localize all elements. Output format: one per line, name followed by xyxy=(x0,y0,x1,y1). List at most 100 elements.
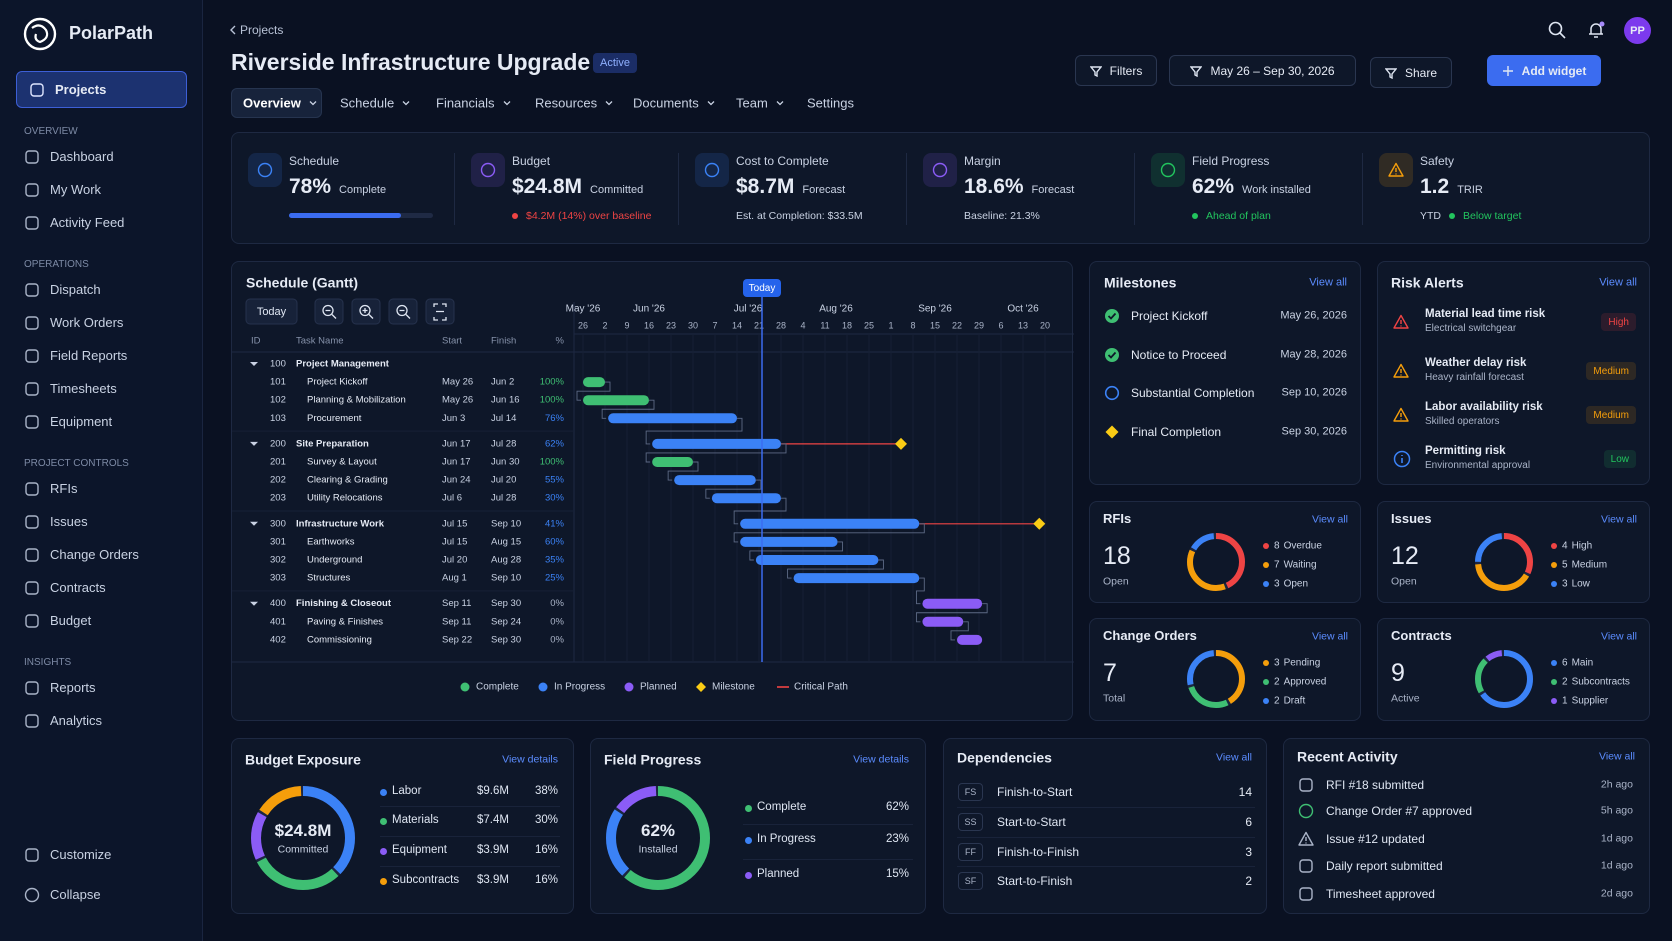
row-name: Equipment xyxy=(392,844,447,857)
expand-caret xyxy=(250,601,258,606)
view-all-link[interactable]: View all xyxy=(1601,513,1637,526)
button[interactable]: May 26 – Sep 30, 2026 xyxy=(1169,55,1356,86)
button-label[interactable]: Filters xyxy=(1109,63,1143,78)
legend-label: Critical Path xyxy=(794,682,848,693)
tab-label[interactable]: Settings xyxy=(807,95,854,111)
view-all-link[interactable]: View all xyxy=(1599,750,1635,763)
row-percent: 15% xyxy=(885,868,909,881)
view-all-link[interactable]: View all xyxy=(1599,276,1637,289)
activity-text[interactable]: Daily report submitted xyxy=(1326,858,1443,873)
task-finish: Sep 10 xyxy=(491,518,521,529)
button-label[interactable]: Share xyxy=(1404,65,1438,80)
nav-label[interactable]: Projects xyxy=(55,82,107,98)
nav-label[interactable]: Change Orders xyxy=(50,547,139,563)
today-button[interactable] xyxy=(245,298,298,325)
toolbar-button[interactable] xyxy=(388,298,418,325)
task-name: Underground xyxy=(307,555,362,566)
legend-dot xyxy=(379,817,387,825)
toolbar-button[interactable] xyxy=(314,298,344,325)
tab[interactable]: Schedule xyxy=(340,96,410,111)
button[interactable]: Filters xyxy=(1075,55,1157,86)
tab-label[interactable]: Overview xyxy=(243,95,301,111)
panel-title: Budget Exposure xyxy=(245,751,361,768)
kpi-unit: Complete xyxy=(339,184,387,196)
tab-label[interactable]: Resources xyxy=(535,95,598,111)
nav-item-active[interactable]: Projects xyxy=(16,71,187,108)
icon-shape xyxy=(1298,831,1314,846)
nav-label[interactable]: Contracts xyxy=(50,580,106,596)
column-header: Finish xyxy=(491,336,516,347)
nav-label[interactable]: Timesheets xyxy=(50,381,117,397)
week-tick-label: 14 xyxy=(732,320,742,330)
view-all-link[interactable]: View all xyxy=(1601,630,1637,643)
button-label[interactable]: May 26 – Sep 30, 2026 xyxy=(1210,63,1335,78)
kpi-label: Margin xyxy=(964,153,1001,168)
nav-label[interactable]: Budget xyxy=(50,613,92,629)
nav-label[interactable]: Reports xyxy=(50,680,96,696)
gantt-bar xyxy=(583,395,649,406)
activity-text[interactable]: RFI #18 submitted xyxy=(1326,777,1425,792)
tab-label[interactable]: Team xyxy=(736,95,768,111)
risk-level-text: Medium xyxy=(1593,365,1629,377)
task-id: 201 xyxy=(270,457,286,468)
view-all-link[interactable]: View all xyxy=(1309,276,1347,289)
activity-text[interactable]: Issue #12 updated xyxy=(1326,831,1425,846)
donut xyxy=(1187,533,1245,591)
tab[interactable]: Team xyxy=(736,96,784,111)
tab-label[interactable]: Financials xyxy=(436,95,495,111)
icon-shape xyxy=(25,316,39,330)
nav-label[interactable]: Issues xyxy=(50,514,88,530)
avatar[interactable]: PP xyxy=(1624,17,1651,44)
nav-label[interactable]: Field Reports xyxy=(50,348,128,364)
view-all-link[interactable]: View all xyxy=(1216,751,1252,764)
icon-shape xyxy=(25,150,39,164)
nav-label[interactable]: Work Orders xyxy=(50,315,124,331)
breadcrumb[interactable]: Projects xyxy=(240,22,284,37)
code-text: FF xyxy=(965,847,976,857)
task-name: Finishing & Closeout xyxy=(296,598,392,609)
risk-level-text: Medium xyxy=(1593,409,1629,421)
view-details-link[interactable]: View details xyxy=(853,753,909,766)
dependency-link xyxy=(601,399,655,419)
nav-label[interactable]: Analytics xyxy=(50,713,103,729)
nav-label[interactable]: Activity Feed xyxy=(50,215,125,231)
nav-label[interactable]: Equipment xyxy=(50,414,113,430)
icon xyxy=(25,714,39,728)
legend-swatch xyxy=(696,682,706,692)
nav-label[interactable]: My Work xyxy=(50,182,102,198)
nav-label[interactable]: RFIs xyxy=(50,481,78,497)
tab[interactable]: Financials xyxy=(436,96,511,111)
icon-shape xyxy=(1589,23,1603,38)
view-all-link[interactable]: View all xyxy=(1312,513,1348,526)
activity-text[interactable]: Timesheet approved xyxy=(1326,886,1435,901)
month-label: Sep '26 xyxy=(918,304,952,315)
icon-shape xyxy=(1393,407,1409,422)
button[interactable]: Add widget xyxy=(1487,55,1601,86)
row-name: Complete xyxy=(757,801,807,814)
button[interactable]: Share xyxy=(1370,57,1452,88)
nav-label[interactable]: Dispatch xyxy=(50,282,101,298)
icon xyxy=(1298,803,1314,819)
task-id: 302 xyxy=(270,555,286,566)
tab-label[interactable]: Schedule xyxy=(340,95,395,111)
view-all-link[interactable]: View all xyxy=(1312,630,1348,643)
task-name: Clearing & Grading xyxy=(307,475,388,486)
gantt-bar xyxy=(583,377,605,388)
nav-label[interactable]: Dashboard xyxy=(50,149,114,165)
week-tick-label: 20 xyxy=(1040,320,1050,330)
activity-text[interactable]: Change Order #7 approved xyxy=(1326,803,1473,818)
tab[interactable]: Documents xyxy=(633,96,715,111)
tab-label[interactable]: Documents xyxy=(633,95,699,111)
nav-label[interactable]: Customize xyxy=(50,847,112,863)
tab-active-bg[interactable] xyxy=(231,88,322,118)
tab[interactable]: Settings xyxy=(807,96,854,111)
summary-card: RFIs View all 18 Open 8 Overdue 7 Waiting 3 Open xyxy=(1089,501,1361,603)
button-label[interactable]: Add widget xyxy=(1521,63,1587,78)
gantt-bar xyxy=(608,413,737,424)
tab[interactable]: Overview xyxy=(243,96,317,111)
view-details-link[interactable]: View details xyxy=(502,753,558,766)
week-tick-label: 7 xyxy=(712,320,717,330)
nav-label[interactable]: Collapse xyxy=(50,887,101,903)
tab[interactable]: Resources xyxy=(535,96,613,111)
toolbar-button[interactable] xyxy=(351,298,381,325)
